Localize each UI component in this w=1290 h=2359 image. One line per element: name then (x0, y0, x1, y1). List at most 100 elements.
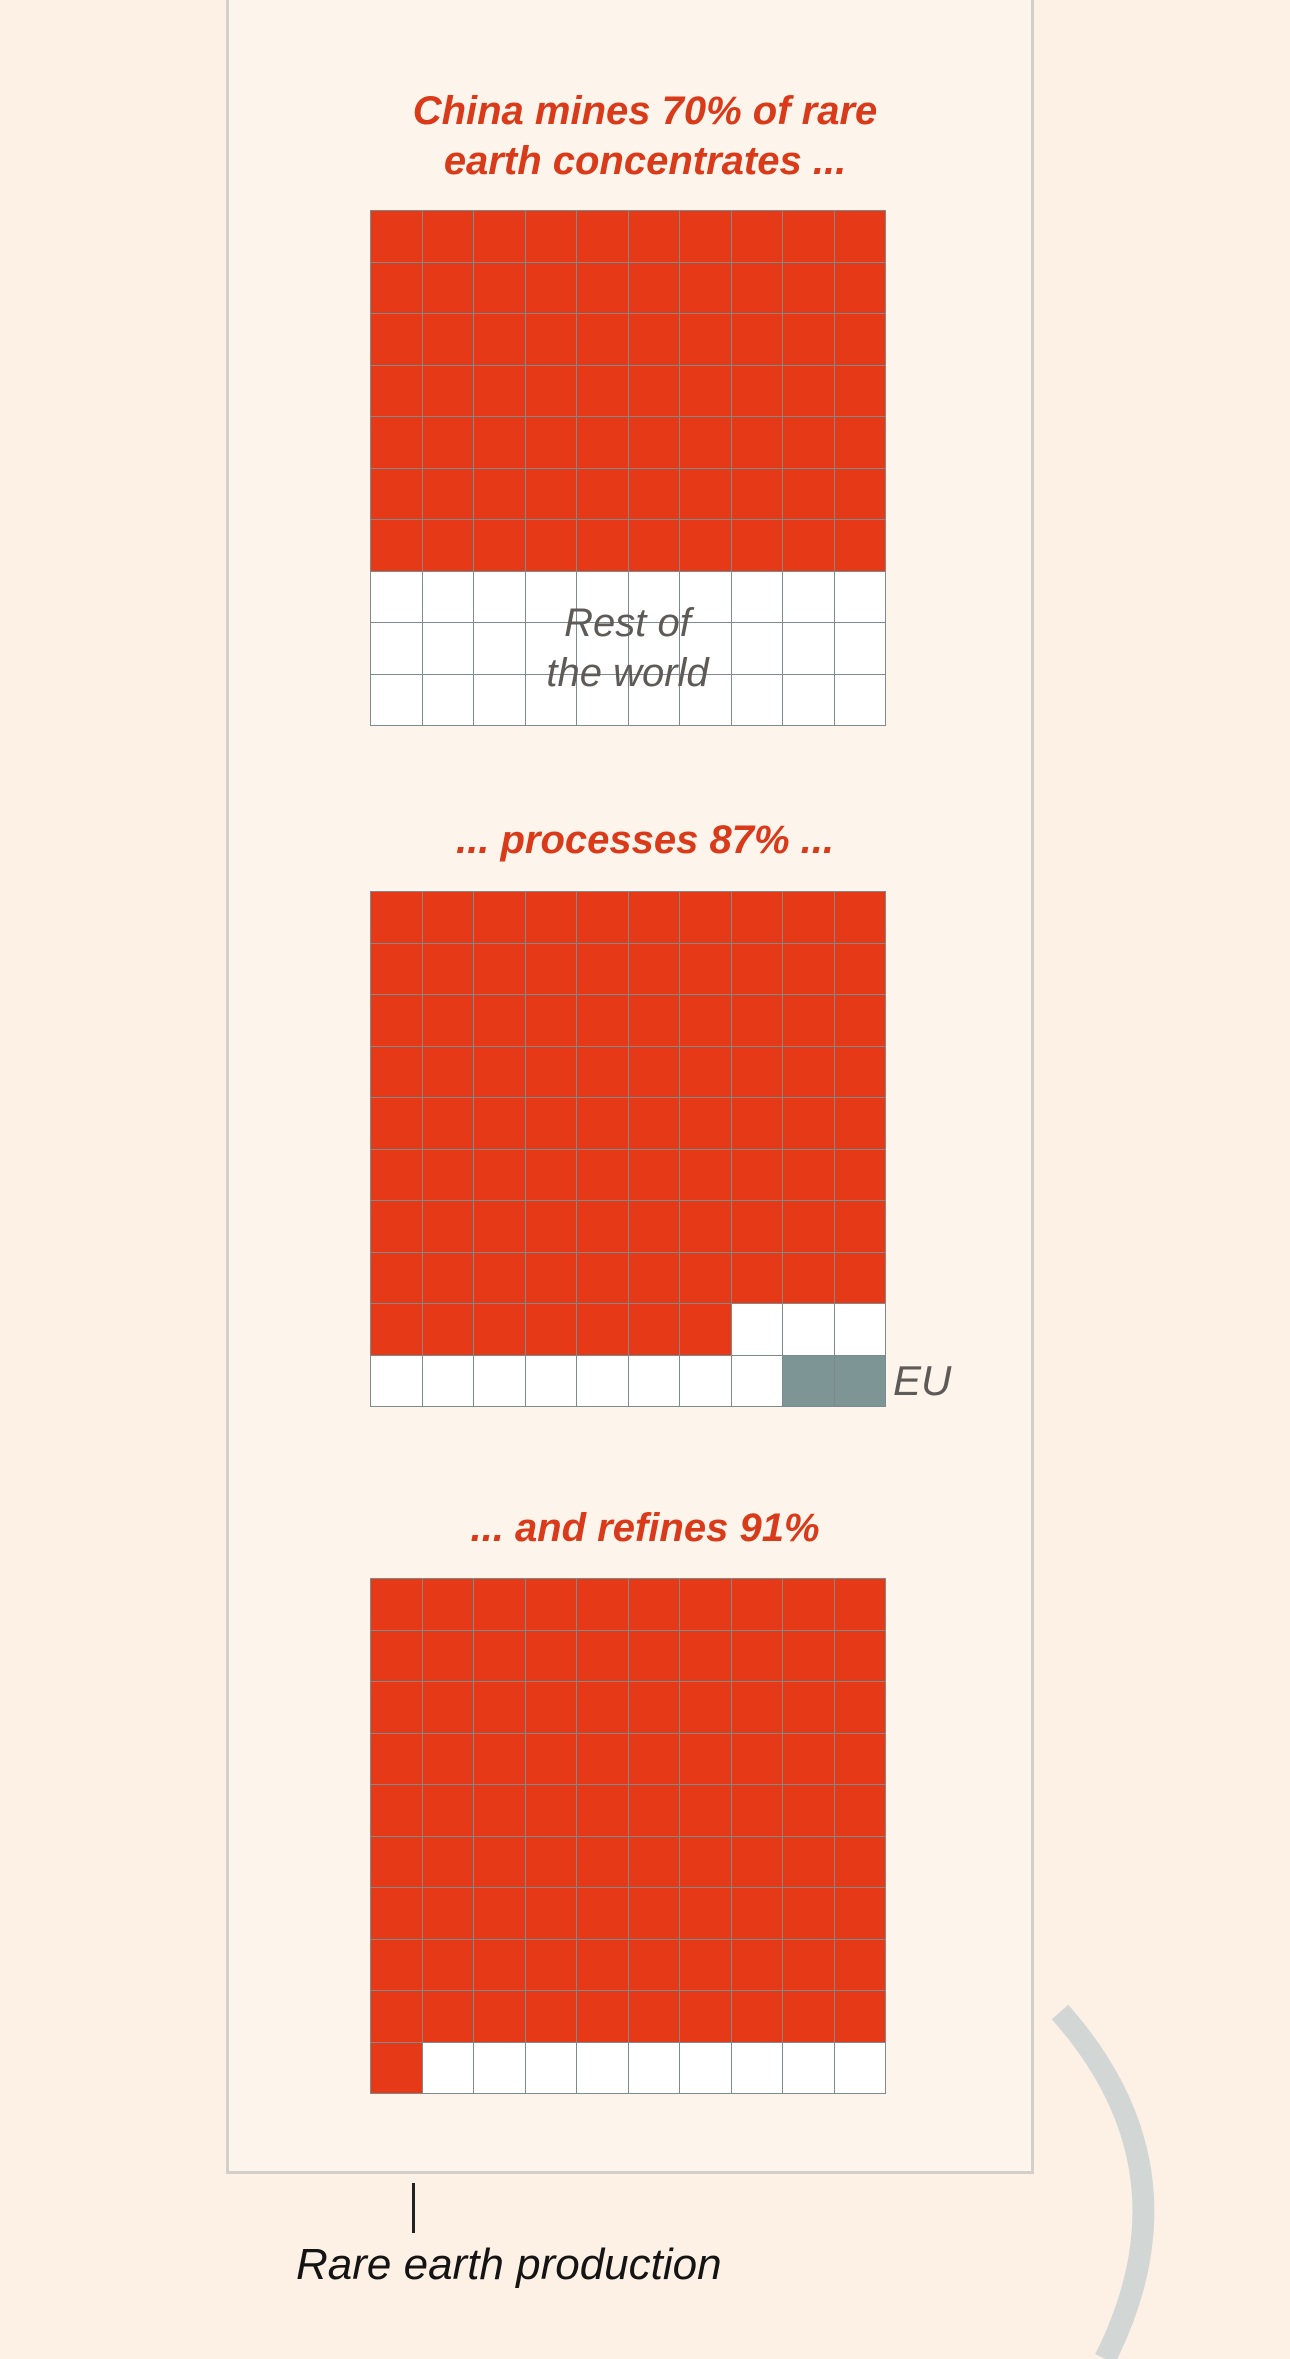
waffle-cell-china (679, 1578, 732, 1631)
chart-3-title: ... and refines 91% (470, 1506, 820, 1550)
waffle-cell-rest-of-the-world (524, 673, 577, 726)
waffle-cell-china (679, 1200, 732, 1253)
waffle-cell-china (833, 1784, 886, 1837)
waffle-cell-china (730, 1681, 783, 1734)
waffle-cell-china (679, 1784, 732, 1837)
waffle-cell-china (473, 1681, 526, 1734)
waffle-cell-china (730, 364, 783, 417)
waffle-cell-china (679, 1835, 732, 1888)
waffle-cell-china (421, 1938, 474, 1991)
waffle-cell-china (782, 1200, 835, 1253)
waffle-cell-china (576, 1990, 629, 2043)
waffle-cell-china (524, 1784, 577, 1837)
waffle-cell-china (370, 1887, 423, 1940)
waffle-cell-china (473, 1835, 526, 1888)
caption: Rare earth production (296, 2240, 722, 2289)
waffle-cell-china (730, 1251, 783, 1304)
waffle-cell-china (576, 364, 629, 417)
waffle-cell-eu (833, 1354, 886, 1407)
waffle-cell-china (730, 1938, 783, 1991)
waffle-cell-china (473, 942, 526, 995)
waffle-cell-china (421, 1835, 474, 1888)
waffle-cell-china (576, 519, 629, 572)
waffle-cell-china (473, 1251, 526, 1304)
waffle-cell-china (833, 1200, 886, 1253)
waffle-cell-china (370, 313, 423, 366)
waffle-cell-china (730, 1887, 783, 1940)
waffle-cell-china (833, 891, 886, 944)
waffle-cell-china (782, 1148, 835, 1201)
waffle-cell-rest-of-the-world (833, 1303, 886, 1356)
waffle-cell-china (421, 1990, 474, 2043)
waffle-cell-china (730, 1578, 783, 1631)
waffle-cell-china (370, 891, 423, 944)
waffle-cell-china (679, 994, 732, 1047)
waffle-cell-china (730, 1990, 783, 2043)
waffle-cell-china (782, 364, 835, 417)
waffle-cell-china (627, 1732, 680, 1785)
waffle-cell-china (833, 1578, 886, 1631)
waffle-cell-china (627, 210, 680, 263)
waffle-cell-china (730, 994, 783, 1047)
waffle-cell-china (524, 1938, 577, 1991)
waffle-cell-china (473, 1303, 526, 1356)
waffle-cell-china (473, 519, 526, 572)
waffle-cell-china (782, 1629, 835, 1682)
waffle-cell-rest-of-the-world (730, 1303, 783, 1356)
waffle-cell-china (730, 261, 783, 314)
waffle-cell-china (473, 467, 526, 520)
waffle-cell-rest-of-the-world (524, 1354, 577, 1407)
waffle-cell-china (421, 416, 474, 469)
waffle-cell-china (370, 1097, 423, 1150)
waffle-cell-china (370, 210, 423, 263)
waffle-cell-rest-of-the-world (524, 570, 577, 623)
waffle-cell-china (473, 261, 526, 314)
waffle-cell-china (730, 942, 783, 995)
waffle-cell-china (627, 1990, 680, 2043)
waffle-cell-rest-of-the-world (576, 1354, 629, 1407)
waffle-cell-china (421, 1784, 474, 1837)
waffle-cell-china (833, 210, 886, 263)
waffle-cell-china (370, 467, 423, 520)
waffle-cell-rest-of-the-world (473, 570, 526, 623)
waffle-cell-china (576, 1629, 629, 1682)
waffle-cell-china (730, 467, 783, 520)
waffle-cell-china (833, 1938, 886, 1991)
waffle-cell-china (627, 1200, 680, 1253)
waffle-cell-china (524, 942, 577, 995)
waffle-cell-china (627, 1629, 680, 1682)
waffle-cell-rest-of-the-world (730, 622, 783, 675)
waffle-cell-china (576, 210, 629, 263)
waffle-cell-china (370, 519, 423, 572)
waffle-cell-china (782, 416, 835, 469)
waffle-cell-china (782, 1097, 835, 1150)
waffle-cell-china (421, 1887, 474, 1940)
waffle-cell-china (473, 210, 526, 263)
waffle-cell-china (473, 1938, 526, 1991)
waffle-cell-china (730, 1148, 783, 1201)
waffle-cell-china (730, 210, 783, 263)
waffle-cell-china (421, 1303, 474, 1356)
waffle-cell-china (627, 467, 680, 520)
waffle-cell-china (524, 313, 577, 366)
waffle-cell-china (782, 1732, 835, 1785)
waffle-cell-rest-of-the-world (730, 2041, 783, 2094)
waffle-cell-china (782, 519, 835, 572)
waffle-cell-china (421, 519, 474, 572)
caption-tick (412, 2183, 415, 2233)
waffle-cell-china (833, 364, 886, 417)
waffle-cell-eu (782, 1354, 835, 1407)
waffle-cell-china (576, 891, 629, 944)
waffle-cell-china (370, 1303, 423, 1356)
waffle-cell-china (576, 467, 629, 520)
waffle-cell-china (679, 1097, 732, 1150)
waffle-cell-china (833, 467, 886, 520)
waffle-cell-china (833, 1887, 886, 1940)
waffle-cell-china (627, 1303, 680, 1356)
waffle-cell-china (730, 1200, 783, 1253)
waffle-cell-china (833, 1148, 886, 1201)
waffle-cell-china (524, 1990, 577, 2043)
waffle-cell-china (421, 313, 474, 366)
waffle-cell-china (730, 1784, 783, 1837)
waffle-cell-china (576, 1938, 629, 1991)
